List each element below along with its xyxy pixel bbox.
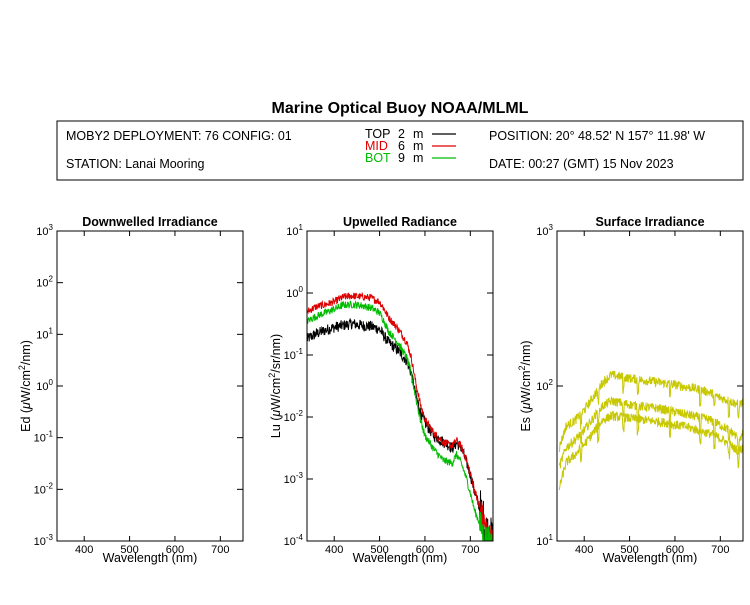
x-tick-label: 400 <box>325 544 343 556</box>
legend-depth-bot: 9 <box>398 151 405 165</box>
x-tick-label: 500 <box>370 544 388 556</box>
legend-depth-mid: 6 <box>398 139 405 153</box>
y-tick-label: 102 <box>536 378 553 393</box>
y-tick-label: 10-1 <box>34 430 54 445</box>
y-axis-label: Es (μW/cm2/nm) <box>517 340 533 431</box>
x-tick-label: 600 <box>666 544 684 556</box>
x-tick-label: 500 <box>620 544 638 556</box>
plot-frame <box>56 230 244 542</box>
series-line-2 <box>558 396 743 469</box>
y-tick-label: 101 <box>536 533 553 548</box>
x-tick-label: 600 <box>416 544 434 556</box>
y-tick-label: 103 <box>36 223 53 238</box>
plot-frame <box>306 230 494 542</box>
chart-title: Downwelled Irradiance <box>82 215 218 229</box>
y-tick-label: 10-4 <box>284 533 304 548</box>
x-axis-label: Wavelength (nm) <box>603 551 698 565</box>
depth-legend: TOP 2 m MID 6 m BOT 9 m <box>365 127 456 165</box>
series-line-1 <box>558 370 743 452</box>
x-tick-label: 400 <box>575 544 593 556</box>
y-tick-label: 101 <box>36 326 53 341</box>
x-tick-label: 600 <box>166 544 184 556</box>
y-axis-label: Ed (μW/cm2/nm) <box>17 340 33 432</box>
plot-frame <box>556 230 744 542</box>
legend-unit-bot: m <box>413 151 423 165</box>
charts-area: Downwelled Irradiance 400 500 600 700 10-3 10-… <box>17 215 744 565</box>
x-axis-label: Wavelength (nm) <box>353 551 448 565</box>
legend-unit-mid: m <box>413 139 423 153</box>
figure-title: Marine Optical Buoy NOAA/MLML <box>272 100 529 117</box>
station-text: STATION: Lanai Mooring <box>66 157 205 171</box>
series-line-3 <box>307 299 493 541</box>
y-tick-label: 102 <box>36 275 53 290</box>
date-text: DATE: 00:27 (GMT) 15 Nov 2023 <box>489 157 674 171</box>
y-tick-label: 10-1 <box>284 347 304 362</box>
legend-label-top: TOP <box>365 127 390 141</box>
legend-depth-top: 2 <box>398 127 405 141</box>
series-line-2 <box>307 291 493 541</box>
chart-2: Upwelled Radiance 400 500 600 700 10-4 10-3 10-… <box>267 215 494 565</box>
x-tick-label: 400 <box>75 544 93 556</box>
y-axis-label: Lu (μW/cm2/sr/nm) <box>267 334 283 438</box>
position-text: POSITION: 20° 48.52' N 157° 11.98' W <box>489 129 705 143</box>
legend-label-bot: BOT <box>365 151 391 165</box>
legend-unit-top: m <box>413 127 423 141</box>
y-tick-label: 10-3 <box>34 533 54 548</box>
x-axis-label: Wavelength (nm) <box>103 551 198 565</box>
series-line-1 <box>307 318 493 541</box>
legend-label-mid: MID <box>365 139 388 153</box>
x-tick-label: 500 <box>120 544 138 556</box>
deployment-text: MOBY2 DEPLOYMENT: 76 CONFIG: 01 <box>66 129 292 143</box>
x-tick-label: 700 <box>711 544 729 556</box>
y-tick-label: 10-2 <box>284 409 304 424</box>
y-tick-label: 101 <box>286 223 303 238</box>
y-tick-label: 100 <box>286 285 303 300</box>
chart-3: Surface Irradiance 400 500 600 700 101 102 103 W… <box>517 215 744 565</box>
y-tick-label: 10-2 <box>34 481 54 496</box>
chart-title: Surface Irradiance <box>595 215 704 229</box>
chart-1: Downwelled Irradiance 400 500 600 700 10-3 10-… <box>17 215 244 565</box>
y-tick-label: 100 <box>36 378 53 393</box>
y-tick-label: 10-3 <box>284 471 304 486</box>
x-tick-label: 700 <box>211 544 229 556</box>
chart-title: Upwelled Radiance <box>343 215 457 229</box>
series-line-3 <box>558 410 743 491</box>
info-box <box>56 120 744 181</box>
y-tick-label: 103 <box>536 223 553 238</box>
x-tick-label: 700 <box>461 544 479 556</box>
